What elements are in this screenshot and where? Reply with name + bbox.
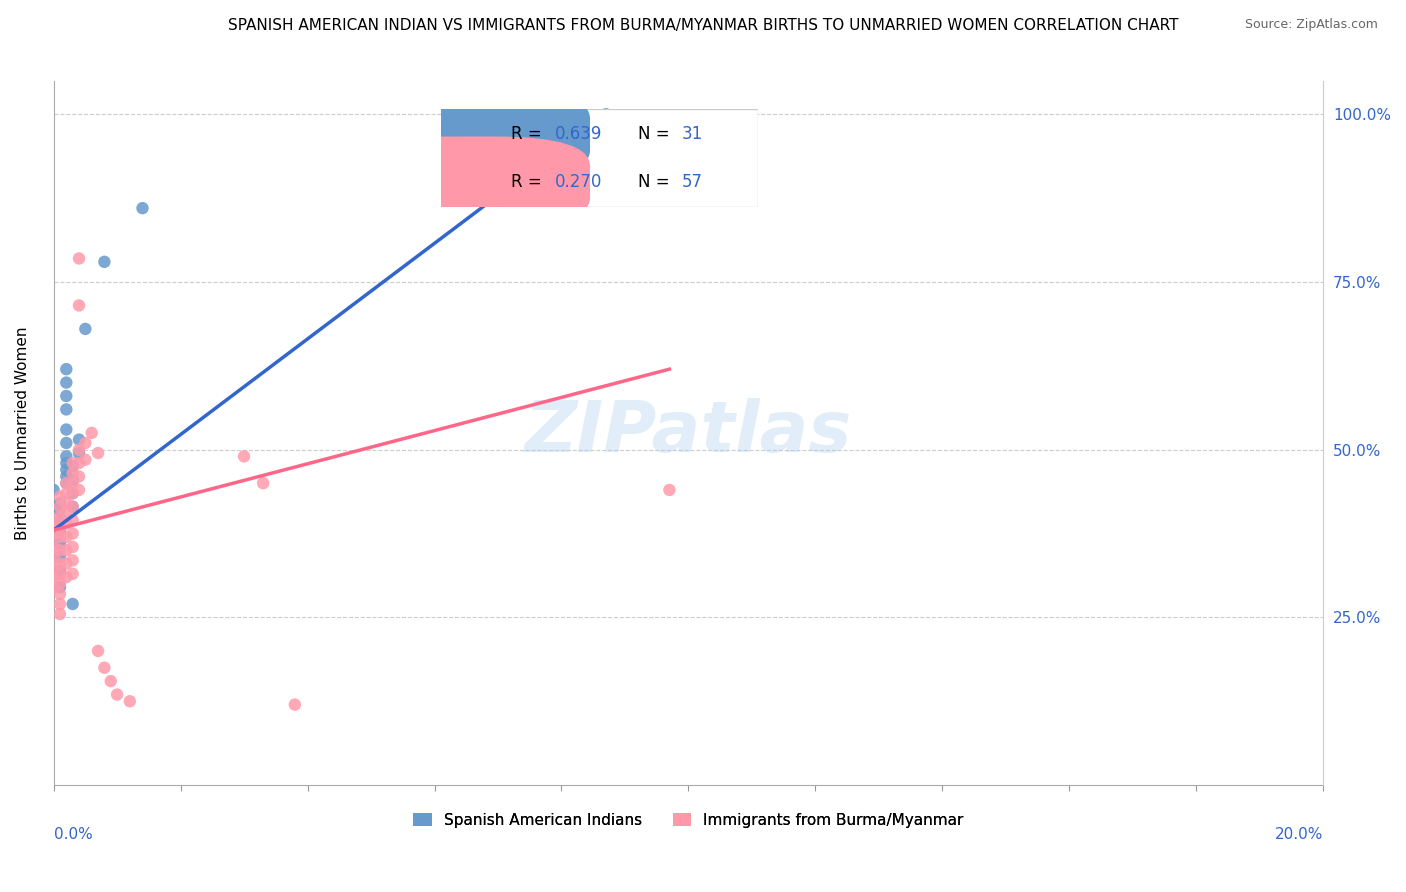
Point <box>105 688 128 702</box>
Point <box>49 513 72 527</box>
Point <box>55 557 77 571</box>
Y-axis label: Births to Unmarried Women: Births to Unmarried Women <box>15 326 30 540</box>
Point <box>55 456 77 470</box>
Point <box>62 540 84 554</box>
Point <box>233 450 256 464</box>
Point <box>42 549 65 564</box>
Point <box>55 496 77 510</box>
Point <box>49 543 72 558</box>
Point <box>595 107 617 121</box>
Point <box>49 563 72 577</box>
Point <box>55 476 77 491</box>
Point <box>67 446 90 460</box>
Point <box>62 476 84 491</box>
Point <box>67 442 90 457</box>
Point <box>42 526 65 541</box>
Point <box>67 252 90 266</box>
Point <box>49 490 72 504</box>
Point <box>55 463 77 477</box>
Point <box>42 560 65 574</box>
Point <box>100 674 122 689</box>
Point <box>55 530 77 544</box>
Point <box>62 486 84 500</box>
Point <box>62 553 84 567</box>
Point <box>252 476 274 491</box>
Point <box>42 483 65 497</box>
Point <box>75 452 97 467</box>
Point <box>49 607 72 621</box>
Point <box>49 549 72 564</box>
Text: 0.0%: 0.0% <box>53 828 93 842</box>
Point <box>658 483 681 497</box>
Point <box>118 694 141 708</box>
Point <box>62 566 84 581</box>
Point <box>62 459 84 474</box>
Point <box>49 520 72 534</box>
Point <box>49 536 72 550</box>
Point <box>67 433 90 447</box>
Point <box>131 201 153 215</box>
Point <box>80 425 103 440</box>
Point <box>62 597 84 611</box>
Point <box>49 577 72 591</box>
Point <box>55 476 77 491</box>
Point <box>42 513 65 527</box>
Point <box>55 450 77 464</box>
Point <box>62 466 84 480</box>
Point <box>49 580 72 594</box>
Point <box>49 509 72 524</box>
Legend: Spanish American Indians, Immigrants from Burma/Myanmar: Spanish American Indians, Immigrants fro… <box>408 806 970 834</box>
Point <box>62 513 84 527</box>
Point <box>55 543 77 558</box>
Point <box>49 587 72 601</box>
Point <box>62 526 84 541</box>
Point <box>62 486 84 500</box>
Point <box>55 362 77 376</box>
Point <box>49 496 72 510</box>
Point <box>49 500 72 514</box>
Point <box>55 389 77 403</box>
Text: 20.0%: 20.0% <box>1275 828 1323 842</box>
Point <box>42 570 65 584</box>
Point <box>49 530 72 544</box>
Point <box>42 540 65 554</box>
Point <box>67 298 90 312</box>
Text: Source: ZipAtlas.com: Source: ZipAtlas.com <box>1244 18 1378 31</box>
Point <box>55 436 77 450</box>
Point <box>87 446 110 460</box>
Point <box>93 661 115 675</box>
Point <box>55 402 77 417</box>
Point <box>49 597 72 611</box>
Point <box>67 456 90 470</box>
Point <box>49 503 72 517</box>
Point <box>49 566 72 581</box>
Point <box>67 483 90 497</box>
Point <box>75 322 97 336</box>
Point <box>55 570 77 584</box>
Point <box>62 456 84 470</box>
Point <box>55 376 77 390</box>
Point <box>55 507 77 521</box>
Point <box>87 644 110 658</box>
Point <box>93 255 115 269</box>
Point <box>55 516 77 531</box>
Point <box>55 486 77 500</box>
Point <box>62 473 84 487</box>
Point <box>55 423 77 437</box>
Point <box>62 500 84 514</box>
Point <box>49 523 72 537</box>
Point <box>42 580 65 594</box>
Text: SPANISH AMERICAN INDIAN VS IMMIGRANTS FROM BURMA/MYANMAR BIRTHS TO UNMARRIED WOM: SPANISH AMERICAN INDIAN VS IMMIGRANTS FR… <box>228 18 1178 33</box>
Point <box>284 698 307 712</box>
Point <box>55 469 77 483</box>
Point <box>49 557 72 571</box>
Point <box>75 436 97 450</box>
Point <box>62 500 84 514</box>
Point <box>67 469 90 483</box>
Text: ZIPatlas: ZIPatlas <box>524 399 852 467</box>
